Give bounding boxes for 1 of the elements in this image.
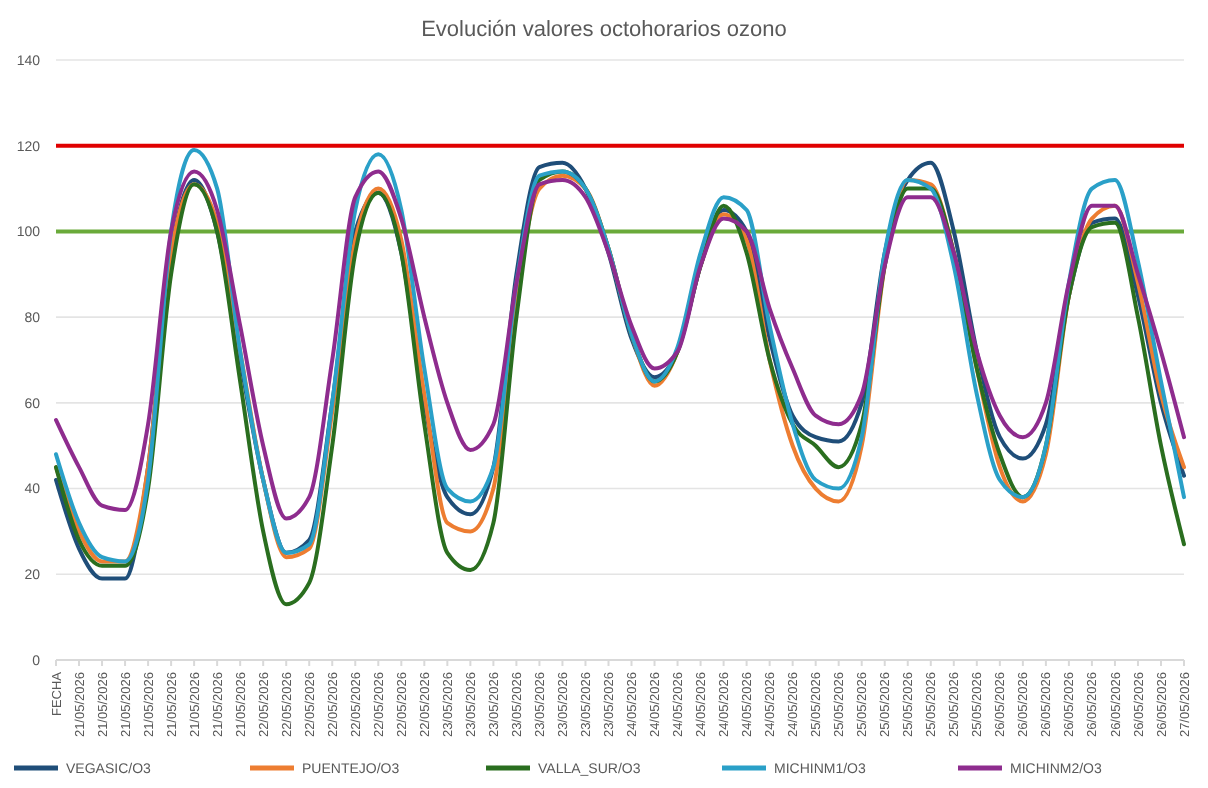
chart-title: Evolución valores octohorarios ozono: [421, 18, 787, 42]
